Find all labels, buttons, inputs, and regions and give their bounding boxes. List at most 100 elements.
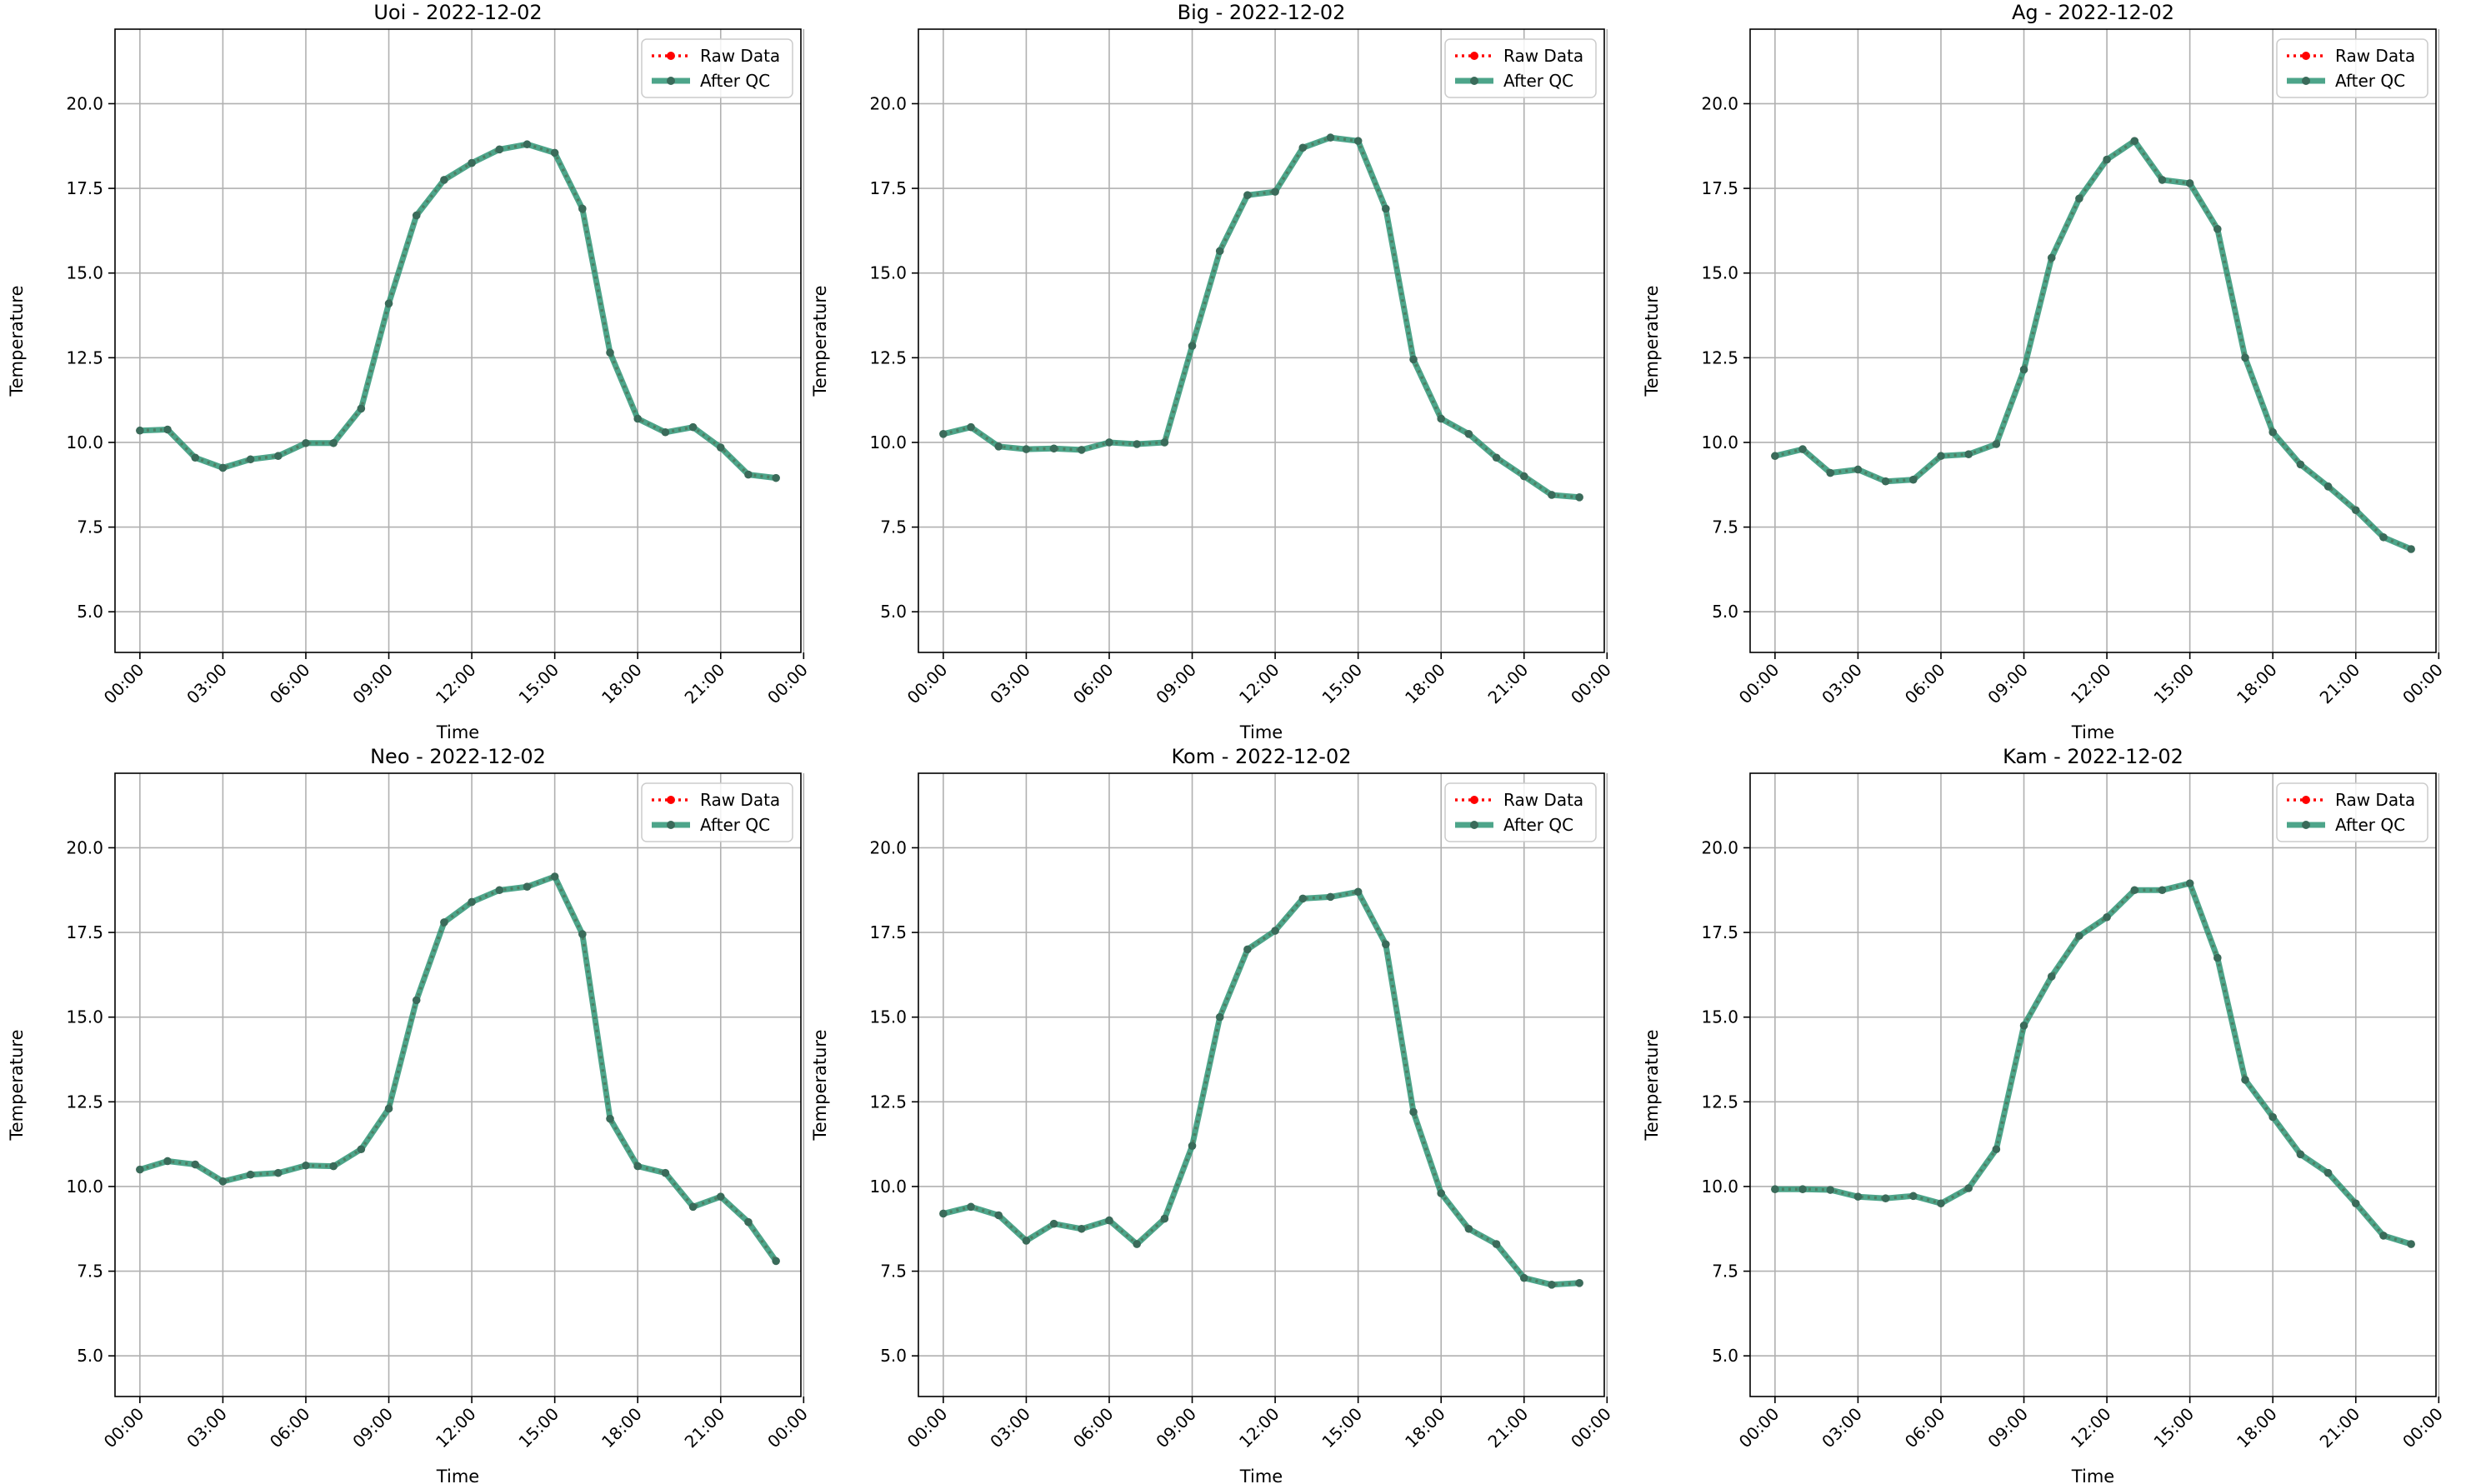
chart-title: Kom - 2022-12-02 — [1172, 745, 1352, 768]
legend-raw-label: Raw Data — [1503, 46, 1583, 66]
after-qc-point — [2241, 1076, 2249, 1084]
after-qc-point — [1826, 1186, 1835, 1194]
x-axis-label: Time — [1239, 722, 1283, 742]
chart-title: Uoi - 2022-12-02 — [373, 1, 542, 24]
after-qc-point — [2185, 879, 2194, 887]
after-qc-point — [468, 897, 476, 907]
after-qc-point — [191, 453, 200, 462]
after-qc-point — [2158, 176, 2167, 184]
after-qc-point — [2268, 1112, 2278, 1122]
after-qc-point — [163, 1157, 172, 1166]
x-tick-label: 00:00 — [1567, 660, 1615, 708]
x-tick-label: 15:00 — [514, 660, 563, 708]
after-qc-point — [1937, 452, 1945, 461]
after-qc-point — [1548, 491, 1556, 499]
after-qc-point — [1049, 1219, 1058, 1228]
x-tick-label: 06:00 — [1069, 1404, 1118, 1452]
x-tick-label: 09:00 — [1983, 1404, 2032, 1452]
x-tick-label: 09:00 — [1152, 1404, 1200, 1452]
after-qc-point — [273, 452, 283, 461]
after-qc-point — [606, 1114, 614, 1123]
x-tick-label: 18:00 — [1401, 660, 1449, 708]
after-qc-point — [1326, 133, 1335, 142]
x-tick-label: 18:00 — [598, 660, 646, 708]
chart-panel: 00:00 03:00 06:00 09:00 12:00 15:00 18:00 21:00… — [7, 1, 812, 742]
y-tick-label: 10.0 — [66, 432, 103, 452]
after-qc-point — [136, 426, 144, 435]
after-qc-point — [440, 918, 448, 927]
after-qc-point — [2130, 886, 2139, 895]
after-qc-point — [744, 470, 753, 479]
chart-title: Kam - 2022-12-02 — [2003, 745, 2183, 768]
legend-raw-marker — [2302, 796, 2310, 804]
after-qc-point — [218, 463, 228, 472]
y-tick-label: 15.0 — [1701, 1007, 1738, 1027]
after-qc-point — [1105, 1216, 1113, 1225]
after-qc-point — [1575, 1279, 1583, 1287]
after-qc-point — [2213, 953, 2222, 962]
x-tick-label: 15:00 — [1318, 1404, 1366, 1452]
after-qc-point — [2379, 532, 2388, 542]
x-tick-label: 12:00 — [432, 1404, 480, 1452]
y-tick-label: 10.0 — [869, 432, 907, 452]
legend-qc-marker — [667, 821, 675, 829]
after-qc-point — [1382, 204, 1390, 213]
y-tick-label: 17.5 — [869, 922, 907, 942]
after-qc-point — [2379, 1232, 2388, 1240]
y-tick-label: 17.5 — [869, 178, 907, 198]
after-qc-point — [1908, 1192, 1918, 1201]
x-tick-label: 21:00 — [2316, 660, 2364, 708]
chart-panel: 00:00 03:00 06:00 09:00 12:00 15:00 18:00 21:00… — [810, 745, 1615, 1484]
x-tick-label: 15:00 — [2149, 1404, 2198, 1452]
x-tick-label: 12:00 — [2067, 1404, 2115, 1452]
after-qc-point — [1464, 429, 1473, 438]
x-tick-label: 00:00 — [100, 1404, 148, 1452]
y-axis-label: Temperature — [1642, 285, 1662, 397]
raw-data-line — [943, 890, 1580, 1287]
y-tick-label: 17.5 — [1701, 922, 1738, 942]
y-tick-label: 20.0 — [869, 837, 907, 857]
axes-frame — [1749, 28, 2437, 653]
after-qc-point — [1188, 342, 1197, 350]
after-qc-point — [1298, 143, 1308, 152]
x-tick-label: 00:00 — [1735, 660, 1783, 708]
after-qc-point — [1519, 472, 1528, 481]
y-tick-label: 17.5 — [66, 178, 103, 198]
x-tick-label: 00:00 — [763, 660, 812, 708]
after-qc-point — [2407, 1240, 2415, 1248]
y-tick-label: 20.0 — [66, 837, 103, 857]
x-tick-label: 21:00 — [1484, 660, 1533, 708]
after-qc-point — [744, 1217, 753, 1227]
legend-qc-label: After QC — [2335, 71, 2405, 91]
after-qc-point — [2351, 506, 2360, 515]
y-tick-label: 15.0 — [869, 263, 907, 283]
after-qc-point — [633, 1162, 643, 1171]
legend-qc-label: After QC — [700, 71, 770, 91]
after-qc-point — [1492, 453, 1501, 462]
after-qc-point — [1271, 927, 1279, 935]
y-tick-label: 15.0 — [1701, 263, 1738, 283]
x-tick-label: 18:00 — [1401, 1404, 1449, 1452]
y-tick-label: 12.5 — [66, 347, 103, 367]
after-qc-point — [1992, 1145, 2001, 1154]
after-qc-line — [943, 888, 1580, 1288]
after-qc-point — [688, 422, 698, 432]
legend-raw-marker — [667, 796, 675, 804]
x-tick-label: 06:00 — [266, 1404, 314, 1452]
x-tick-label: 21:00 — [2316, 1404, 2364, 1452]
x-tick-label: 18:00 — [2233, 1404, 2281, 1452]
after-qc-point — [2075, 194, 2083, 203]
y-tick-label: 20.0 — [1701, 837, 1738, 857]
after-qc-point — [136, 1165, 144, 1174]
after-qc-point — [1215, 247, 1224, 256]
after-qc-point — [967, 1202, 975, 1212]
axes-frame — [918, 772, 1605, 1397]
legend-raw-label: Raw Data — [700, 790, 780, 810]
chart-panel: 00:00 03:00 06:00 09:00 12:00 15:00 18:00 21:00… — [7, 745, 812, 1484]
after-qc-line — [138, 873, 778, 1263]
after-qc-point — [1437, 414, 1446, 423]
y-tick-label: 10.0 — [1701, 1177, 1738, 1197]
legend-qc-marker — [1470, 77, 1478, 85]
x-tick-label: 03:00 — [986, 1404, 1034, 1452]
after-qc-point — [578, 204, 587, 213]
